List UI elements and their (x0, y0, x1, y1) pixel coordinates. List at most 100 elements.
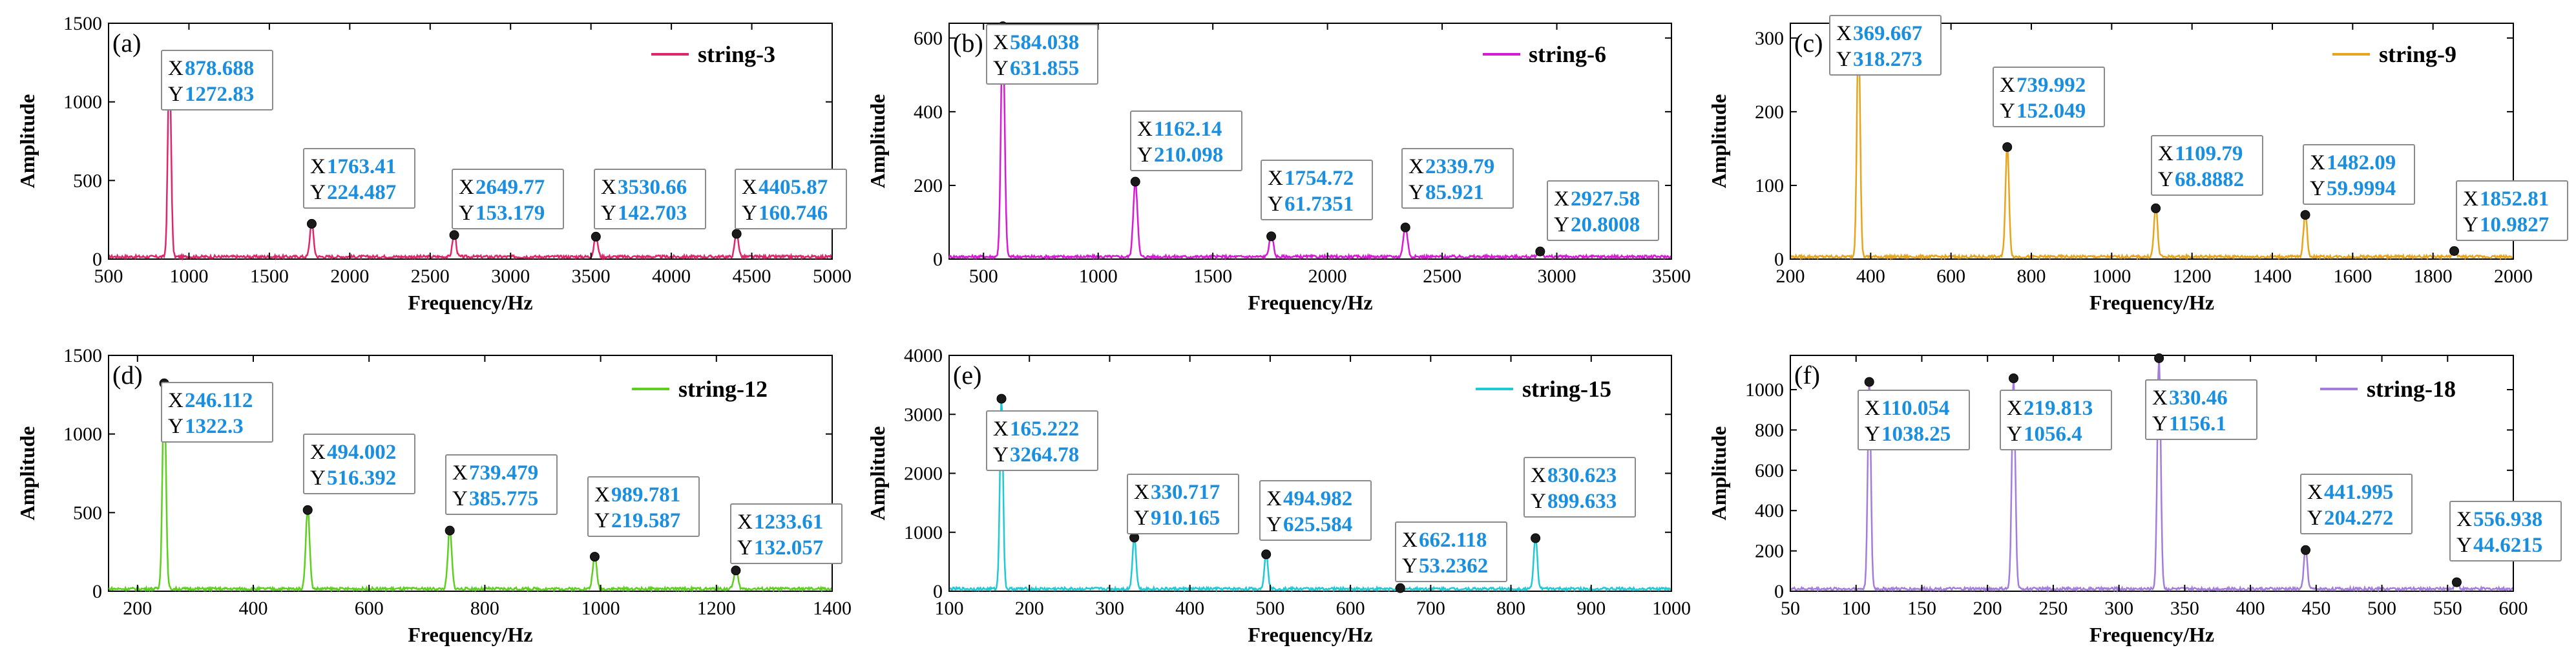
peak-marker[interactable] (2151, 203, 2161, 213)
peak-marker[interactable] (449, 230, 459, 240)
data-tip-x-value: 1754.72 (1284, 167, 1354, 190)
peak-marker[interactable] (996, 394, 1007, 404)
data-tip-x-key: X (168, 57, 183, 80)
x-tick-label: 2000 (1308, 266, 1347, 287)
data-tip-box (2456, 180, 2568, 241)
x-tick-label: 400 (239, 598, 268, 619)
y-tick-label: 1500 (63, 13, 102, 34)
y-tick-label: 800 (1755, 419, 1784, 441)
x-tick-label: 500 (1255, 598, 1284, 619)
y-tick-label: 1000 (1745, 379, 1784, 401)
data-tip-box (986, 410, 1098, 471)
data-tip-x-value: 330.46 (2169, 386, 2228, 410)
peak-marker[interactable] (1129, 532, 1140, 543)
x-tick-label: 3500 (1652, 266, 1691, 287)
data-tip-box (986, 24, 1098, 85)
x-tick-label: 150 (1907, 598, 1936, 619)
data-tip: X 1763.41Y 224.487 (303, 148, 415, 209)
peak-marker[interactable] (731, 565, 741, 576)
series-line (108, 381, 833, 593)
y-tick-label: 100 (1755, 175, 1784, 196)
x-tick-label: 400 (1856, 266, 1885, 287)
data-tip-x-key: X (310, 441, 326, 464)
x-tick-label: 1000 (1079, 266, 1118, 287)
data-tip-y-key: Y (1134, 507, 1149, 530)
legend: string-6 (1483, 41, 1606, 67)
y-tick-label: 2000 (904, 463, 943, 485)
peak-marker[interactable] (731, 229, 742, 239)
data-tip: X 1162.14Y 210.098 (1130, 110, 1242, 171)
y-tick-label: 0 (1774, 249, 1784, 270)
peak-marker[interactable] (2449, 246, 2459, 256)
data-tip-y-key: Y (168, 415, 183, 438)
data-tip-box (1993, 67, 2105, 127)
peak-marker[interactable] (1266, 231, 1277, 242)
x-tick-label: 1000 (1652, 598, 1691, 619)
data-tip-x-value: 3530.66 (618, 176, 687, 199)
x-tick-label: 400 (1175, 598, 1204, 619)
peak-marker[interactable] (1395, 583, 1405, 593)
y-tick-label: 0 (933, 249, 943, 270)
peak-marker[interactable] (1261, 549, 1272, 560)
data-tip-x-key: X (594, 483, 610, 507)
data-tip-y-key: Y (2000, 100, 2015, 123)
data-tip-y-value: 3264.78 (1010, 443, 1079, 467)
data-tip-x-key: X (993, 417, 1009, 441)
x-axis-label: Frequency/Hz (2089, 623, 2214, 646)
peak-marker[interactable] (1400, 222, 1410, 233)
legend-label: string-18 (2367, 376, 2456, 402)
peak-marker[interactable] (2301, 545, 2311, 555)
data-tip-y-value: 44.6215 (2473, 534, 2542, 557)
data-tip-x-value: 662.118 (1419, 529, 1487, 552)
y-tick-label: 500 (73, 502, 102, 523)
x-tick-label: 400 (2236, 598, 2265, 619)
x-tick-label: 4500 (733, 266, 771, 287)
peak-marker[interactable] (2154, 353, 2164, 363)
y-tick-label: 300 (1755, 28, 1784, 49)
data-tip-box (1395, 521, 1507, 582)
peak-marker[interactable] (589, 552, 600, 562)
data-tip-x-key: X (2000, 74, 2015, 97)
data-tip-y-value: 1156.1 (2169, 412, 2226, 436)
y-tick-label: 1000 (63, 424, 102, 445)
data-tip: X 1109.79Y 68.8882 (2151, 135, 2263, 196)
peak-marker[interactable] (2008, 373, 2018, 383)
x-tick-label: 450 (2301, 598, 2330, 619)
y-tick-label: 200 (1755, 101, 1784, 123)
data-tip-y-key: Y (737, 536, 753, 560)
data-tip: X 3530.66Y 142.703 (594, 169, 706, 229)
peak-marker[interactable] (445, 525, 455, 536)
peak-marker[interactable] (1864, 377, 1874, 387)
peak-marker[interactable] (591, 231, 601, 242)
peak-marker[interactable] (2002, 142, 2013, 152)
data-tip-box (2303, 144, 2415, 205)
data-tip-x-value: 165.222 (1010, 417, 1079, 441)
data-tip-x-key: X (2307, 481, 2323, 504)
series-line (1789, 357, 2515, 593)
peak-marker[interactable] (302, 505, 313, 515)
y-tick-label: 200 (1755, 541, 1784, 562)
peak-marker[interactable] (1535, 246, 1545, 257)
peak-marker[interactable] (306, 218, 317, 229)
panel-label: (a) (112, 28, 141, 58)
data-tip-y-value: 61.7351 (1284, 193, 1354, 216)
data-tip-box (161, 50, 273, 110)
peak-marker[interactable] (1130, 176, 1140, 187)
x-tick-label: 900 (1576, 598, 1606, 619)
peak-marker[interactable] (2300, 210, 2310, 220)
x-tick-label: 100 (935, 598, 964, 619)
chart-panel-1: 500 1000 1500 2000 2500 3000 3500 4000 4500 5000 0… (16, 13, 852, 314)
data-tip: X 2339.79Y 85.921 (1401, 148, 1514, 209)
peak-marker[interactable] (1531, 533, 1541, 543)
data-tip-box (445, 454, 558, 515)
data-tip-x-key: X (1402, 529, 1418, 552)
data-tip-y-value: 204.272 (2324, 507, 2393, 530)
peak-marker[interactable] (2451, 577, 2462, 587)
x-tick-label: 200 (123, 598, 152, 619)
data-tip-y-value: 1322.3 (185, 415, 244, 438)
